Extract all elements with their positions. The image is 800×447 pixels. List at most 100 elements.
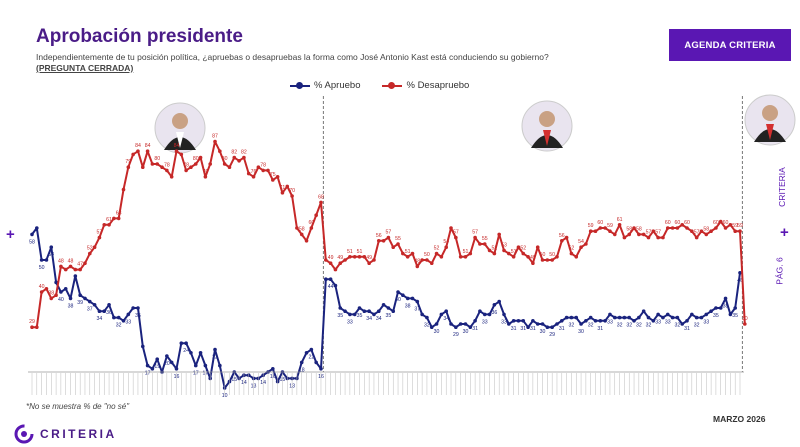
data-point — [473, 235, 477, 240]
data-point — [637, 315, 641, 320]
data-point — [174, 367, 179, 371]
data-point — [709, 229, 713, 233]
data-label: 24 — [183, 348, 189, 354]
data-point — [685, 319, 689, 323]
data-point — [550, 258, 554, 262]
data-point — [511, 254, 516, 259]
data-point — [545, 258, 550, 262]
data-point — [165, 354, 169, 358]
data-point — [492, 251, 497, 256]
data-label: 30 — [742, 316, 748, 322]
data-point — [559, 319, 564, 323]
data-point — [203, 175, 208, 179]
data-label: 52 — [491, 246, 497, 252]
data-point — [502, 312, 506, 317]
data-point — [593, 229, 598, 233]
data-point — [271, 178, 275, 182]
data-label: 32 — [424, 323, 430, 329]
data-label: 51 — [511, 249, 517, 255]
data-label: 49 — [366, 255, 372, 261]
data-point — [150, 162, 155, 166]
data-point — [545, 325, 550, 330]
data-label: 79 — [125, 159, 131, 165]
data-label: 58 — [626, 226, 632, 232]
data-point — [102, 223, 107, 227]
data-point — [381, 239, 386, 243]
data-point — [690, 229, 694, 233]
data-point — [690, 312, 694, 317]
data-label: 31 — [597, 326, 603, 332]
data-point — [632, 226, 636, 230]
data-point — [49, 296, 54, 301]
data-label: 84 — [135, 143, 141, 149]
data-label: 55 — [482, 236, 488, 242]
data-label: 58 — [703, 226, 709, 232]
data-point — [112, 315, 116, 320]
question-body: Independientemente de tu posición políti… — [36, 52, 549, 62]
data-point — [420, 312, 424, 317]
data-label: 61 — [617, 217, 623, 223]
agenda-badge[interactable]: AGENDA CRITERIA — [669, 29, 791, 61]
data-label: 87 — [212, 134, 218, 140]
data-label: 35 — [357, 313, 363, 319]
data-point — [169, 360, 174, 365]
data-label: 18 — [299, 367, 305, 373]
data-label: 40 — [58, 297, 64, 303]
footnote: *No se muestra % de "no sé" — [26, 402, 130, 411]
portrait-head-icon — [172, 113, 188, 129]
data-label: 33 — [607, 319, 613, 325]
legend-disapprove-label: % Desapruebo — [406, 80, 470, 91]
data-label: 61 — [106, 217, 112, 223]
data-point — [526, 325, 530, 330]
data-point — [608, 312, 612, 317]
data-point — [665, 226, 670, 230]
data-point — [699, 229, 704, 233]
data-label: 47 — [77, 262, 83, 268]
data-point — [651, 229, 656, 233]
data-label: 59 — [607, 223, 613, 229]
data-point — [463, 322, 468, 326]
data-point — [555, 254, 559, 259]
data-point — [44, 287, 49, 291]
data-label: 35 — [337, 313, 343, 319]
data-label: 38 — [405, 303, 411, 309]
data-point — [574, 254, 579, 259]
data-label: 30 — [540, 329, 546, 335]
data-point — [218, 149, 222, 153]
data-label: 48 — [58, 258, 64, 264]
data-point — [468, 251, 473, 256]
data-point — [454, 235, 458, 240]
data-point — [107, 303, 111, 307]
disapprove-swatch — [382, 81, 403, 89]
data-point — [63, 287, 68, 291]
page-number: PÁG. 6 — [774, 257, 785, 285]
data-point — [415, 264, 420, 269]
data-point — [718, 306, 723, 310]
data-label: 54 — [48, 252, 54, 258]
data-point — [699, 315, 704, 320]
data-point — [704, 312, 709, 317]
question-text: Independientemente de tu posición políti… — [36, 52, 596, 74]
data-label: 50 — [39, 265, 45, 271]
data-point — [584, 319, 588, 323]
data-label: 19 — [154, 364, 160, 370]
data-label: 32 — [588, 323, 594, 329]
data-label: 55 — [395, 236, 401, 242]
data-point — [97, 235, 102, 240]
legend-disapprove: % Desapruebo — [382, 80, 469, 91]
data-label: 50 — [549, 252, 555, 258]
data-point — [569, 315, 574, 320]
data-point — [738, 271, 742, 275]
data-point — [87, 251, 92, 256]
data-point — [507, 322, 511, 326]
data-point — [646, 315, 651, 320]
data-label: 32 — [694, 323, 700, 329]
data-label: 34 — [376, 316, 382, 322]
data-point — [136, 149, 140, 153]
data-point — [507, 251, 511, 256]
data-label: 59 — [588, 223, 594, 229]
data-point — [401, 251, 405, 256]
data-point — [333, 283, 338, 288]
data-label: 35 — [732, 313, 738, 319]
